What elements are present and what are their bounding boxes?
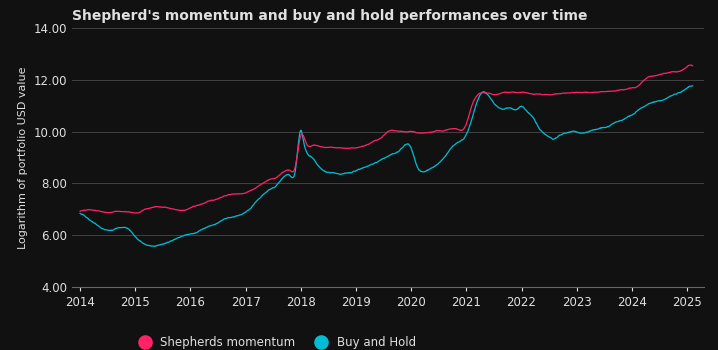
Y-axis label: Logarithm of portfolio USD value: Logarithm of portfolio USD value	[18, 66, 28, 249]
Text: Shepherd's momentum and buy and hold performances over time: Shepherd's momentum and buy and hold per…	[72, 9, 587, 23]
Legend: Shepherds momentum, Buy and Hold: Shepherds momentum, Buy and Hold	[129, 331, 421, 350]
